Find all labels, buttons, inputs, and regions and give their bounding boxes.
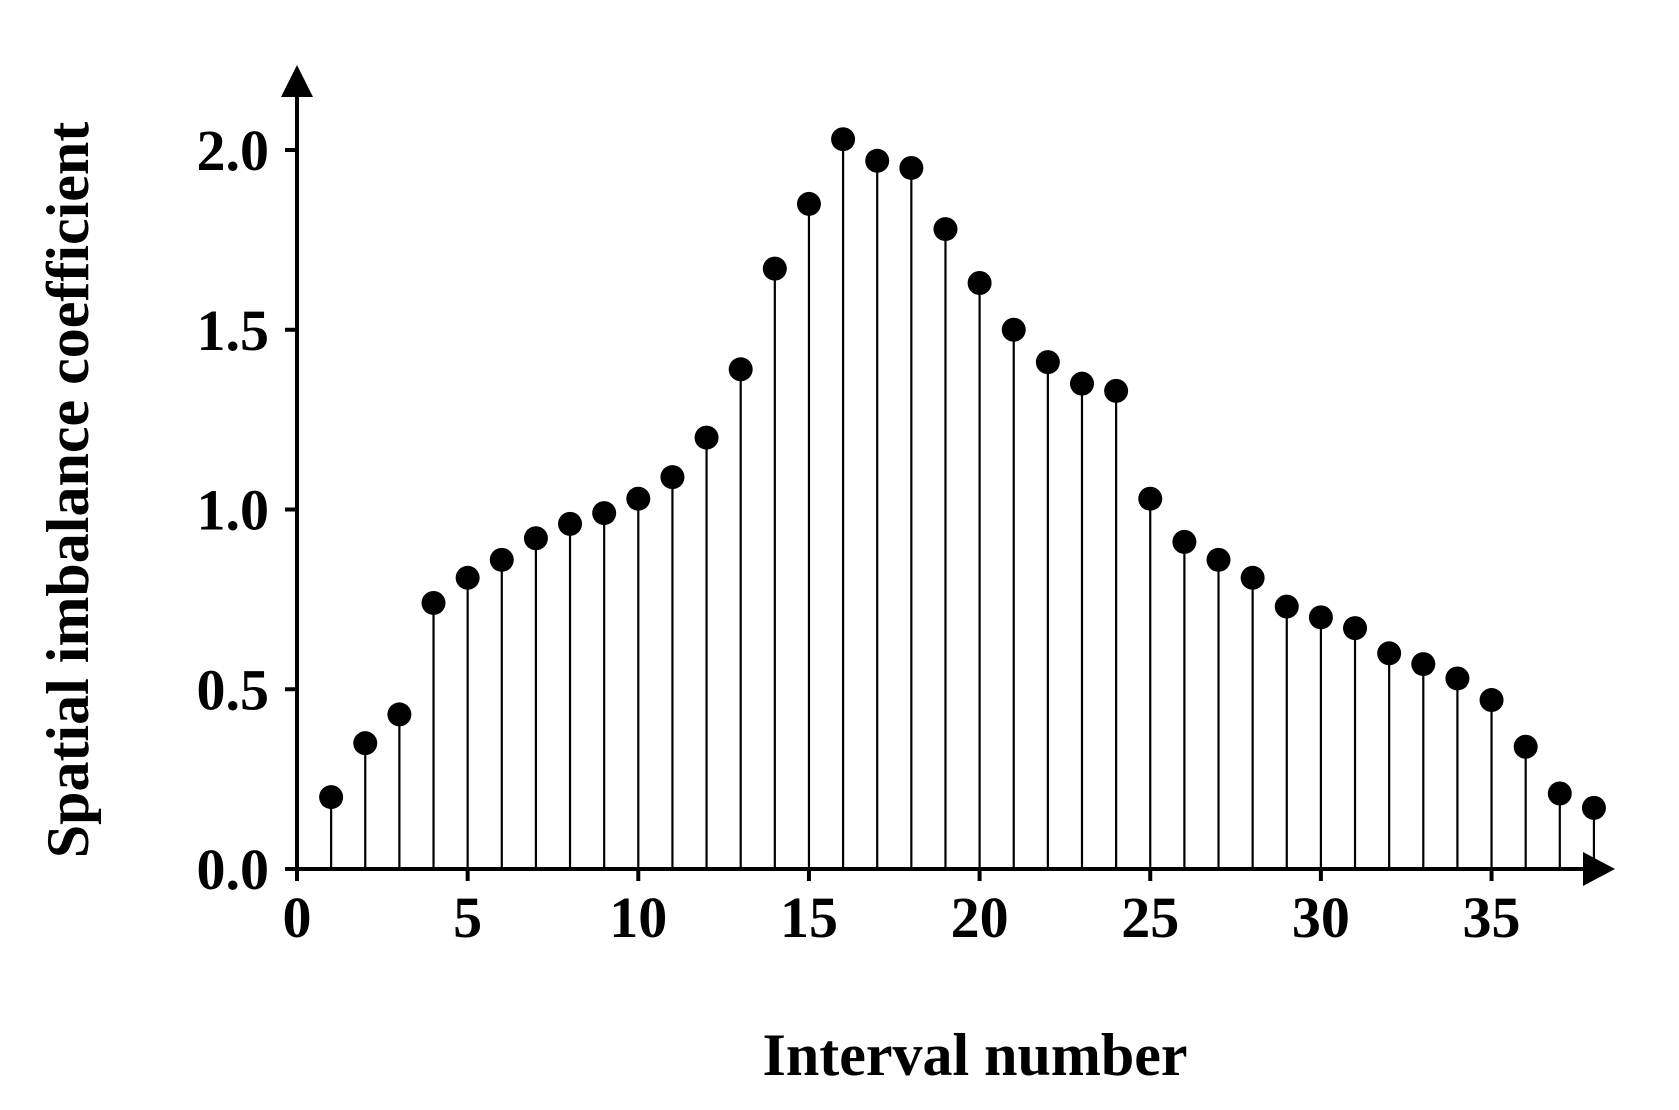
ticks-layer: 0 5 10 15 20 25 30 35 0.0 0.5 1.0 1.5 2.0 — [197, 118, 1521, 950]
x-tick-label: 35 — [1463, 885, 1521, 950]
data-point — [1308, 605, 1333, 630]
data-point — [1069, 371, 1094, 396]
x-axis-title: Interval number — [763, 1022, 1188, 1088]
y-tick-label: 1.5 — [197, 298, 270, 363]
x-tick-label: 0 — [283, 885, 312, 950]
data-point — [592, 501, 617, 526]
data-point — [1377, 641, 1402, 666]
markers-layer — [319, 127, 1606, 820]
data-point — [421, 590, 446, 615]
data-point — [1104, 378, 1129, 403]
data-point — [1240, 565, 1265, 590]
x-tick-label: 15 — [780, 885, 838, 950]
data-point — [694, 425, 719, 450]
y-tick-label: 0.5 — [197, 657, 270, 722]
data-point — [1479, 688, 1504, 713]
data-point — [489, 547, 514, 572]
data-point — [1172, 529, 1197, 554]
data-point — [660, 465, 685, 490]
x-tick-label: 20 — [951, 885, 1009, 950]
data-point — [762, 256, 787, 281]
stems-layer — [330, 139, 1596, 869]
data-point — [319, 785, 344, 810]
x-tick-label: 30 — [1292, 885, 1350, 950]
data-point — [728, 357, 753, 382]
data-point — [1513, 734, 1538, 759]
data-point — [933, 217, 958, 242]
y-axis-title: Spatial imbalance coefficient — [35, 122, 101, 859]
data-point — [1274, 594, 1299, 619]
x-tick-label: 25 — [1121, 885, 1179, 950]
data-point — [1547, 781, 1572, 806]
data-point — [1343, 616, 1368, 641]
data-point — [353, 731, 378, 756]
y-axis-arrow-icon — [281, 65, 313, 97]
x-tick-label: 5 — [453, 885, 482, 950]
data-point — [899, 155, 924, 180]
data-point — [831, 127, 856, 152]
data-point — [626, 486, 651, 511]
data-point — [1035, 350, 1060, 375]
x-axis-arrow-icon — [1583, 852, 1615, 886]
data-point — [1581, 795, 1606, 820]
data-point — [455, 565, 480, 590]
y-tick-label: 2.0 — [197, 118, 270, 183]
data-point — [558, 511, 583, 536]
data-point — [1445, 666, 1470, 691]
data-point — [1138, 486, 1163, 511]
data-point — [523, 526, 548, 551]
data-point — [796, 191, 821, 216]
data-point — [1001, 317, 1026, 342]
y-tick-label: 1.0 — [197, 478, 270, 543]
data-point — [387, 702, 412, 727]
data-point — [1206, 547, 1231, 572]
x-tick-label: 10 — [609, 885, 667, 950]
data-point — [865, 148, 890, 173]
data-point — [967, 271, 992, 296]
axes-layer — [281, 65, 1615, 886]
y-tick-label: 0.0 — [197, 837, 270, 902]
data-point — [1411, 652, 1436, 677]
